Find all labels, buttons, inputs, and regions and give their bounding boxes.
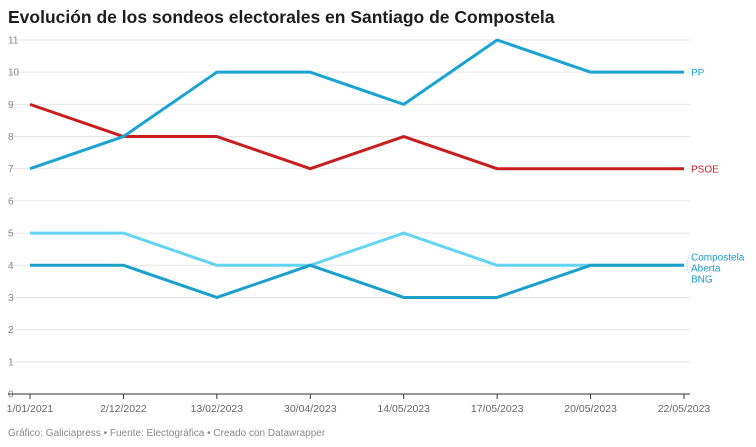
y-tick-label: 1: [8, 357, 14, 368]
y-tick-label: 5: [8, 229, 14, 240]
series-line-pp: [29, 38, 684, 171]
series-label-psoe: PSOE: [691, 165, 719, 176]
x-tick-label: 2/12/2022: [100, 403, 147, 415]
series-line-bng: [30, 263, 684, 299]
label-connector: [686, 257, 690, 274]
chart-footer: Gráfico: Galiciapress • Fuente: Electogr…: [8, 428, 326, 439]
y-tick-label: 7: [8, 164, 14, 175]
y-tick-label: 6: [8, 196, 14, 207]
y-tick-label: 8: [8, 132, 14, 143]
x-tick-label: 20/05/2023: [564, 403, 617, 415]
y-tick-label: 11: [8, 36, 19, 47]
x-tick-label: 30/04/2023: [284, 403, 337, 415]
series-line-psoe: [29, 102, 684, 171]
series-line-compostela-aberta: [30, 231, 684, 267]
x-tick-label: 1/01/2021: [7, 403, 54, 415]
x-tick-label: 13/02/2023: [191, 403, 244, 415]
series-label-compostela-aberta: Compostela Aberta: [691, 252, 745, 274]
y-tick-label: 4: [8, 261, 14, 272]
series-label-bng: BNG: [691, 274, 713, 285]
y-tick-label: 10: [8, 68, 20, 79]
chart-title: Evolución de los sondeos electorales en …: [8, 7, 555, 27]
y-tick-label: 3: [8, 293, 14, 304]
x-tick-label: 22/05/2023: [658, 403, 711, 415]
y-tick-label: 0: [8, 390, 14, 401]
y-tick-label: 9: [8, 100, 14, 111]
series-label-pp: PP: [691, 68, 705, 79]
x-tick-label: 14/05/2023: [377, 403, 430, 415]
y-tick-label: 2: [8, 325, 14, 336]
x-tick-label: 17/05/2023: [471, 403, 524, 415]
